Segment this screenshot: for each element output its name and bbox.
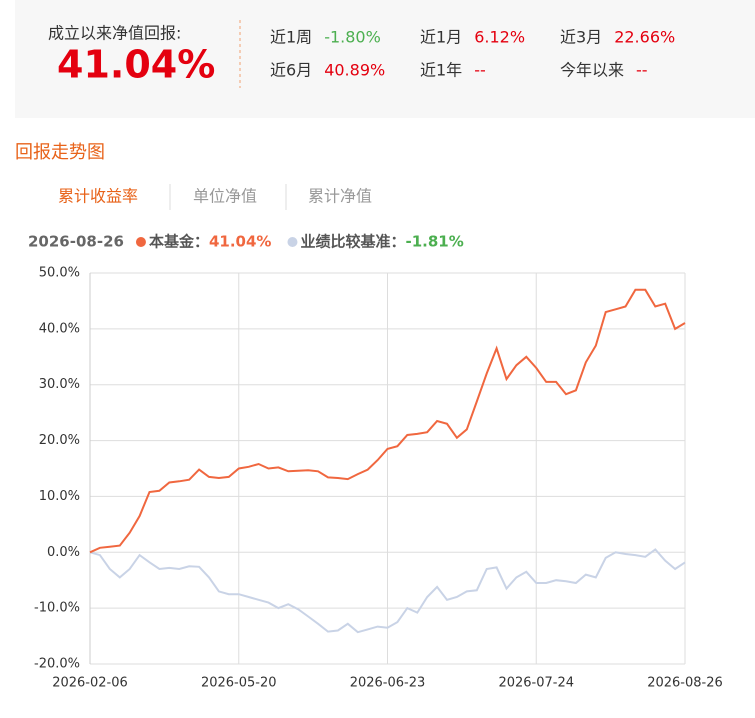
legend-value: 41.04% <box>209 233 271 251</box>
stat-value: 22.66% <box>614 28 675 47</box>
x-tick-label: 2026-02-06 <box>52 676 128 691</box>
y-tick-label: -20.0% <box>34 657 80 672</box>
stat-value: -- <box>636 61 648 80</box>
legend-separator: ： <box>390 233 405 251</box>
y-tick-label: 30.0% <box>39 377 80 392</box>
y-tick-label: -10.0% <box>34 601 80 616</box>
stat-value: 6.12% <box>474 28 525 47</box>
series-line <box>89 288 686 554</box>
y-tick-label: 20.0% <box>39 433 80 448</box>
y-tick-label: 50.0% <box>39 266 80 281</box>
summary-title: 成立以来净值回报: <box>48 24 181 43</box>
summary-panel <box>15 0 755 118</box>
legend-dot <box>287 237 298 247</box>
legend-name: 业绩比较基准 <box>300 233 390 251</box>
series-line <box>89 548 686 634</box>
x-tick-label: 2026-05-20 <box>201 676 277 691</box>
x-tick-label: 2026-07-24 <box>498 676 574 691</box>
y-tick-label: 40.0% <box>39 321 80 336</box>
section-title: 回报走势图 <box>15 142 105 163</box>
stat-label: 今年以来 <box>560 61 624 80</box>
y-tick-label: 10.0% <box>39 489 80 504</box>
tab[interactable]: 单位净值 <box>193 187 257 206</box>
total-return: 41.04% <box>57 43 215 87</box>
stat-value: -1.80% <box>324 28 381 47</box>
legend-separator: ： <box>194 233 209 251</box>
stat-label: 近1年 <box>420 61 462 80</box>
tooltip-date: 2026-08-26 <box>28 233 124 251</box>
legend-name: 本基金 <box>149 233 195 251</box>
tab[interactable]: 累计净值 <box>308 187 372 206</box>
x-tick-label: 2026-06-23 <box>350 676 426 691</box>
legend-value: -1.81% <box>406 233 464 251</box>
y-tick-label: 0.0% <box>47 545 80 560</box>
stat-label: 近6月 <box>270 61 312 80</box>
stat-value: -- <box>474 61 486 80</box>
stat-value: 40.89% <box>324 61 385 80</box>
x-tick-label: 2026-08-26 <box>647 676 723 691</box>
stat-label: 近1周 <box>270 28 312 47</box>
stat-label: 近3月 <box>560 28 602 47</box>
tab[interactable]: 累计收益率 <box>58 187 138 206</box>
stat-label: 近1月 <box>420 28 462 47</box>
legend-dot <box>135 237 146 247</box>
